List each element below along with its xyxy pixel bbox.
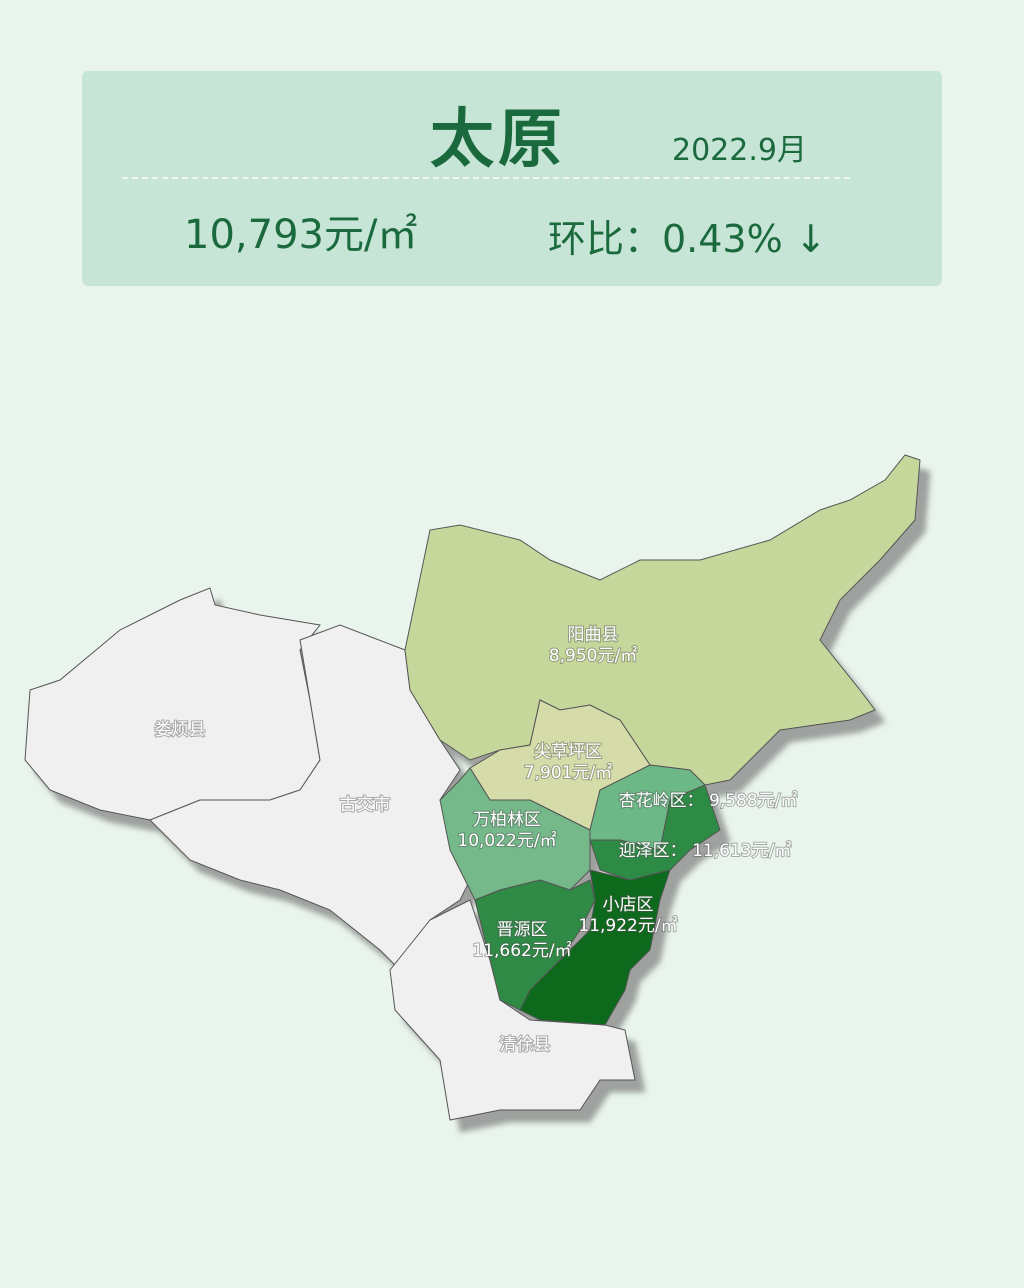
region-label-yingze: 迎泽区： 11,613元/㎡ [619,841,792,861]
region-price: 11,662元/㎡ [472,941,571,961]
region-label-wanbailin: 万柏林区 10,022元/㎡ [457,810,556,851]
arrow-down-icon: ↓ [794,217,827,261]
region-yangqu[interactable] [404,454,921,786]
month-over-month: 环比：0.43% ↓ [548,208,827,263]
region-price: 7,901元/㎡ [524,763,612,783]
region-price: 8,950元/㎡ [549,646,637,666]
region-jinyuan[interactable] [474,879,596,1011]
region-label-jinyuan: 晋源区 11,662元/㎡ [472,920,571,961]
region-label-jiancaoping: 尖草坪区 7,901元/㎡ [524,742,612,783]
region-loufan[interactable] [24,587,321,821]
region-qingxu[interactable] [389,899,636,1121]
region-label-xiaodian: 小店区 11,922元/㎡ [578,895,677,936]
region-label-qingxu: 清徐县 [500,1035,551,1055]
divider [122,177,850,179]
region-name: 阳曲县 [568,625,619,645]
region-name: 万柏林区 [473,810,541,830]
region-name: 娄烦县 [155,720,206,740]
region-name: 晋源区 [497,920,548,940]
region-name: 尖草坪区 [534,742,602,762]
region-name: 清徐县 [500,1035,551,1055]
region-label-loufan: 娄烦县 [155,720,206,740]
region-price: 11,922元/㎡ [578,916,677,936]
region-yingze[interactable] [589,784,721,881]
region-name: 小店区 [603,895,654,915]
region-label-xinghualing: 杏花岭区： 9,588元/㎡ [619,791,798,811]
date-label: 2022.9月 [672,133,807,168]
mom-value: 环比：0.43% [548,217,783,261]
region-price: 10,022元/㎡ [457,831,556,851]
region-label-yangqu: 阳曲县 8,950元/㎡ [549,625,637,666]
city-title: 太原 [430,103,566,177]
region-label-gujiao: 古交市 [340,795,391,815]
average-price: 10,793元/㎡ [184,212,418,258]
region-xiaodian[interactable] [519,869,671,1026]
region-name: 古交市 [340,795,391,815]
